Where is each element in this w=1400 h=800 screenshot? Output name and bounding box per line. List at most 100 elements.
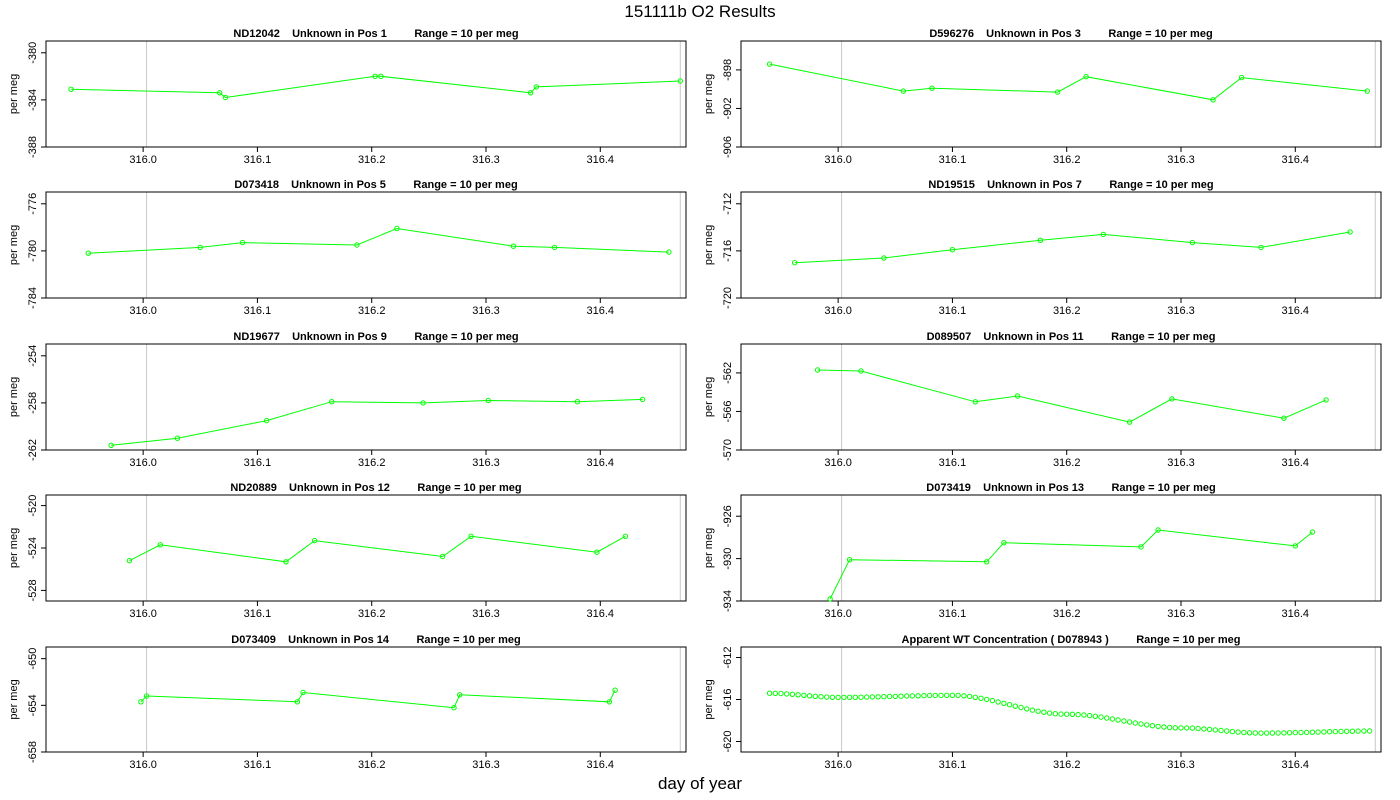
data-point: [126, 558, 133, 564]
data-point: [852, 694, 858, 700]
x-tick-label: 316.2: [1053, 759, 1081, 771]
data-point: [846, 694, 853, 700]
y-tick-label: -262: [27, 439, 39, 461]
data-point: [1210, 97, 1216, 103]
y-tick-label: -898: [722, 59, 734, 81]
data-point: [143, 693, 150, 699]
data-point: [881, 255, 887, 261]
data-point: [900, 88, 906, 94]
x-tick-label: 316.2: [358, 457, 386, 469]
data-point: [824, 694, 830, 700]
data-point: [108, 442, 114, 448]
data-point: [1309, 529, 1316, 535]
data-point: [1098, 714, 1104, 720]
data-point: [904, 693, 910, 699]
data-point: [1258, 730, 1264, 736]
plot-frame: [45, 191, 687, 299]
chart-panel-5: ND19677 Unknown in Pos 9 Range = 10 per …: [8, 331, 687, 469]
main-title: 151111b O2 Results: [624, 2, 776, 21]
data-point: [1149, 723, 1156, 729]
data-point: [263, 417, 270, 424]
y-tick-label: -930: [722, 548, 734, 570]
data-point: [795, 692, 801, 698]
plot-frame: [740, 40, 1382, 148]
series-line: [794, 231, 1351, 264]
x-tick-label: 316.1: [244, 608, 272, 620]
data-point: [1281, 730, 1287, 736]
data-point: [829, 694, 836, 700]
y-axis-label: per meg: [703, 528, 715, 568]
chart-panel-10: Apparent WT Concentration ( D078943 ) Ra…: [703, 634, 1382, 771]
data-point: [1001, 700, 1007, 706]
data-point: [938, 692, 944, 699]
x-tick-label: 316.4: [1282, 305, 1310, 317]
series-line: [769, 63, 1368, 101]
data-point: [1081, 712, 1087, 718]
data-point: [1269, 730, 1276, 736]
data-point: [1138, 544, 1144, 550]
data-point: [677, 78, 683, 84]
data-point: [1323, 397, 1329, 403]
data-point: [1104, 715, 1110, 721]
series-line: [88, 227, 669, 254]
y-axis-label: per meg: [8, 528, 20, 568]
data-point: [892, 693, 898, 700]
data-point: [1286, 730, 1293, 736]
x-tick-label: 316.0: [824, 154, 852, 166]
data-point: [1169, 396, 1175, 402]
data-point: [1138, 721, 1144, 727]
x-tick-label: 316.1: [939, 154, 967, 166]
data-point: [1206, 726, 1213, 733]
data-point: [1224, 728, 1230, 734]
y-tick-label: -716: [722, 240, 734, 262]
data-point: [846, 557, 853, 563]
data-point: [1092, 713, 1099, 719]
data-point: [984, 559, 990, 565]
data-point: [1058, 711, 1064, 717]
y-tick-label: -566: [722, 400, 734, 422]
data-point: [1132, 720, 1139, 726]
data-point: [451, 705, 457, 711]
chart-panel-9: D073409 Unknown in Pos 14 Range = 10 per…: [8, 634, 687, 771]
y-tick-label: -384: [27, 89, 39, 111]
x-tick-label: 316.2: [1053, 457, 1081, 469]
data-point: [806, 693, 813, 699]
data-point: [1024, 706, 1030, 712]
x-tick-label: 316.3: [1167, 305, 1195, 317]
data-point: [85, 250, 92, 256]
x-tick-label: 316.2: [358, 305, 386, 317]
data-point: [329, 399, 335, 405]
data-point: [1241, 729, 1247, 736]
data-point: [961, 693, 967, 699]
data-point: [915, 693, 921, 699]
data-point: [1315, 729, 1321, 735]
data-point: [197, 244, 204, 251]
data-point: [606, 699, 613, 705]
data-point: [1304, 729, 1310, 736]
chart-panel-2: D596276 Unknown in Pos 3 Range = 10 per …: [703, 28, 1382, 166]
data-point: [1001, 540, 1007, 546]
x-tick-label: 316.3: [472, 305, 500, 317]
data-point: [311, 537, 318, 544]
data-point: [1218, 727, 1224, 734]
data-point: [157, 542, 164, 548]
data-point: [1161, 724, 1167, 730]
data-point: [972, 694, 978, 700]
data-point: [1037, 237, 1044, 244]
data-point: [354, 242, 360, 248]
data-point: [1166, 724, 1173, 731]
data-point: [909, 693, 916, 699]
data-point: [1054, 89, 1061, 95]
y-tick-label: -658: [27, 741, 39, 763]
y-axis-label: per meg: [703, 679, 715, 719]
x-tick-label: 316.1: [939, 608, 967, 620]
data-point: [1326, 729, 1333, 735]
x-tick-label: 316.2: [358, 608, 386, 620]
y-tick-label: -562: [722, 362, 734, 384]
panel-title: D089507 Unknown in Pos 11 Range = 10 per…: [927, 331, 1216, 343]
y-tick-label: -520: [27, 495, 39, 517]
chart-panel-8: D073419 Unknown in Pos 13 Range = 10 per…: [703, 482, 1382, 620]
data-point: [1349, 728, 1356, 734]
x-tick-label: 316.4: [1282, 759, 1310, 771]
